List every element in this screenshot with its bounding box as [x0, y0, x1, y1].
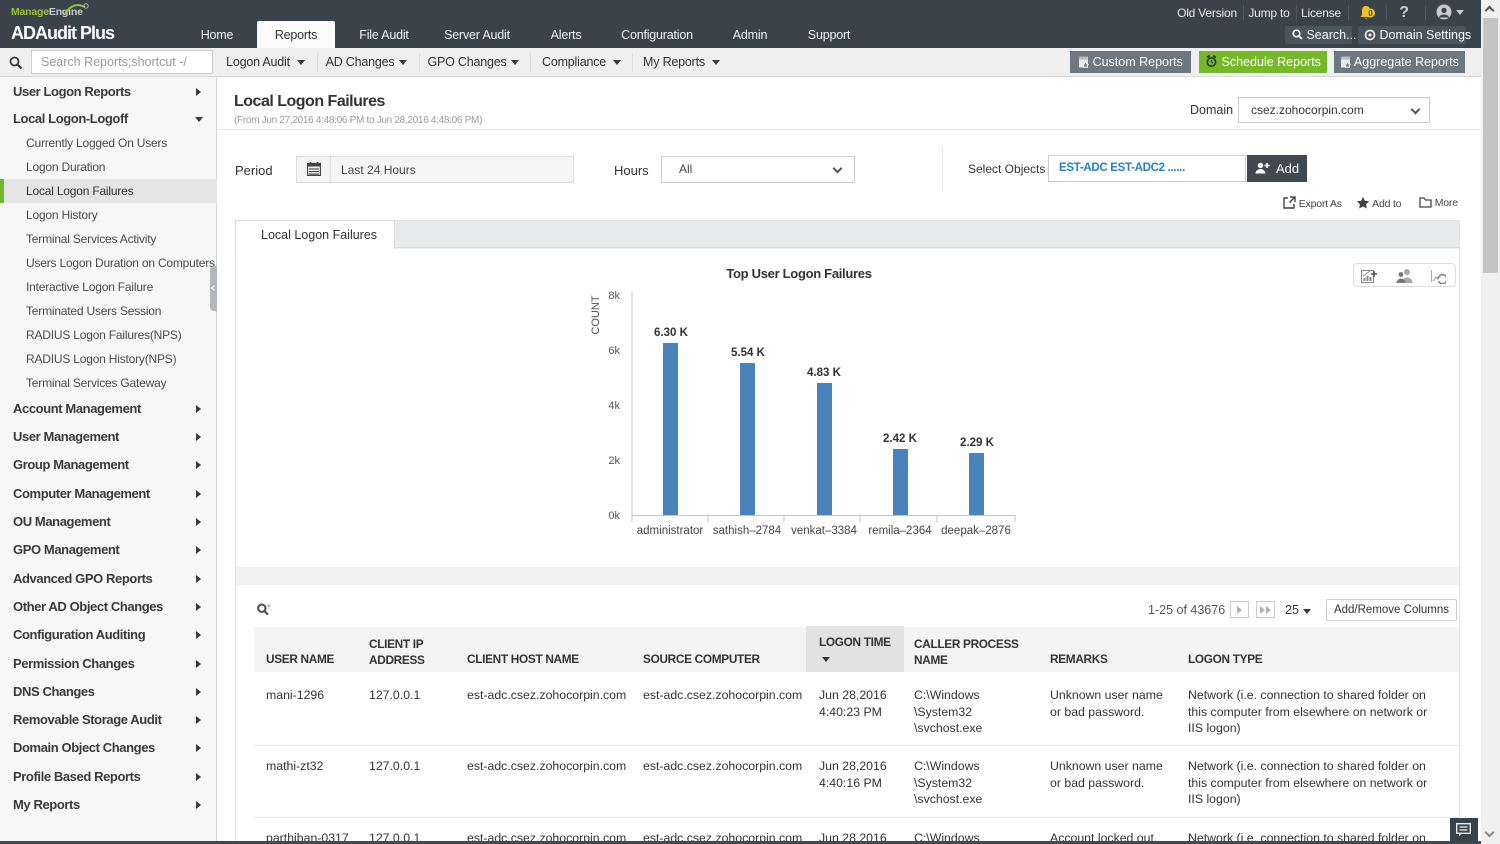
svg-text:administrator: administrator [637, 525, 704, 537]
svg-text:6k: 6k [608, 345, 620, 357]
svg-text:8k: 8k [608, 290, 620, 302]
svg-text:6.30 K: 6.30 K [654, 327, 689, 339]
svg-text:COUNT: COUNT [590, 295, 602, 334]
svg-text:remila–2364: remila–2364 [868, 525, 932, 537]
svg-text:deepak–2876: deepak–2876 [941, 525, 1011, 537]
svg-text:0: 0 [1368, 9, 1373, 18]
svg-text:2.42 K: 2.42 K [883, 433, 918, 445]
svg-text:0k: 0k [608, 510, 620, 522]
svg-text:sathish–2784: sathish–2784 [713, 525, 782, 537]
svg-text:5.54 K: 5.54 K [731, 347, 766, 359]
svg-text:2.29 K: 2.29 K [960, 437, 995, 449]
svg-text:venkat–3384: venkat–3384 [791, 525, 857, 537]
svg-text:2k: 2k [608, 455, 620, 467]
svg-text:4k: 4k [608, 400, 620, 412]
svg-text:4.83 K: 4.83 K [807, 367, 842, 379]
